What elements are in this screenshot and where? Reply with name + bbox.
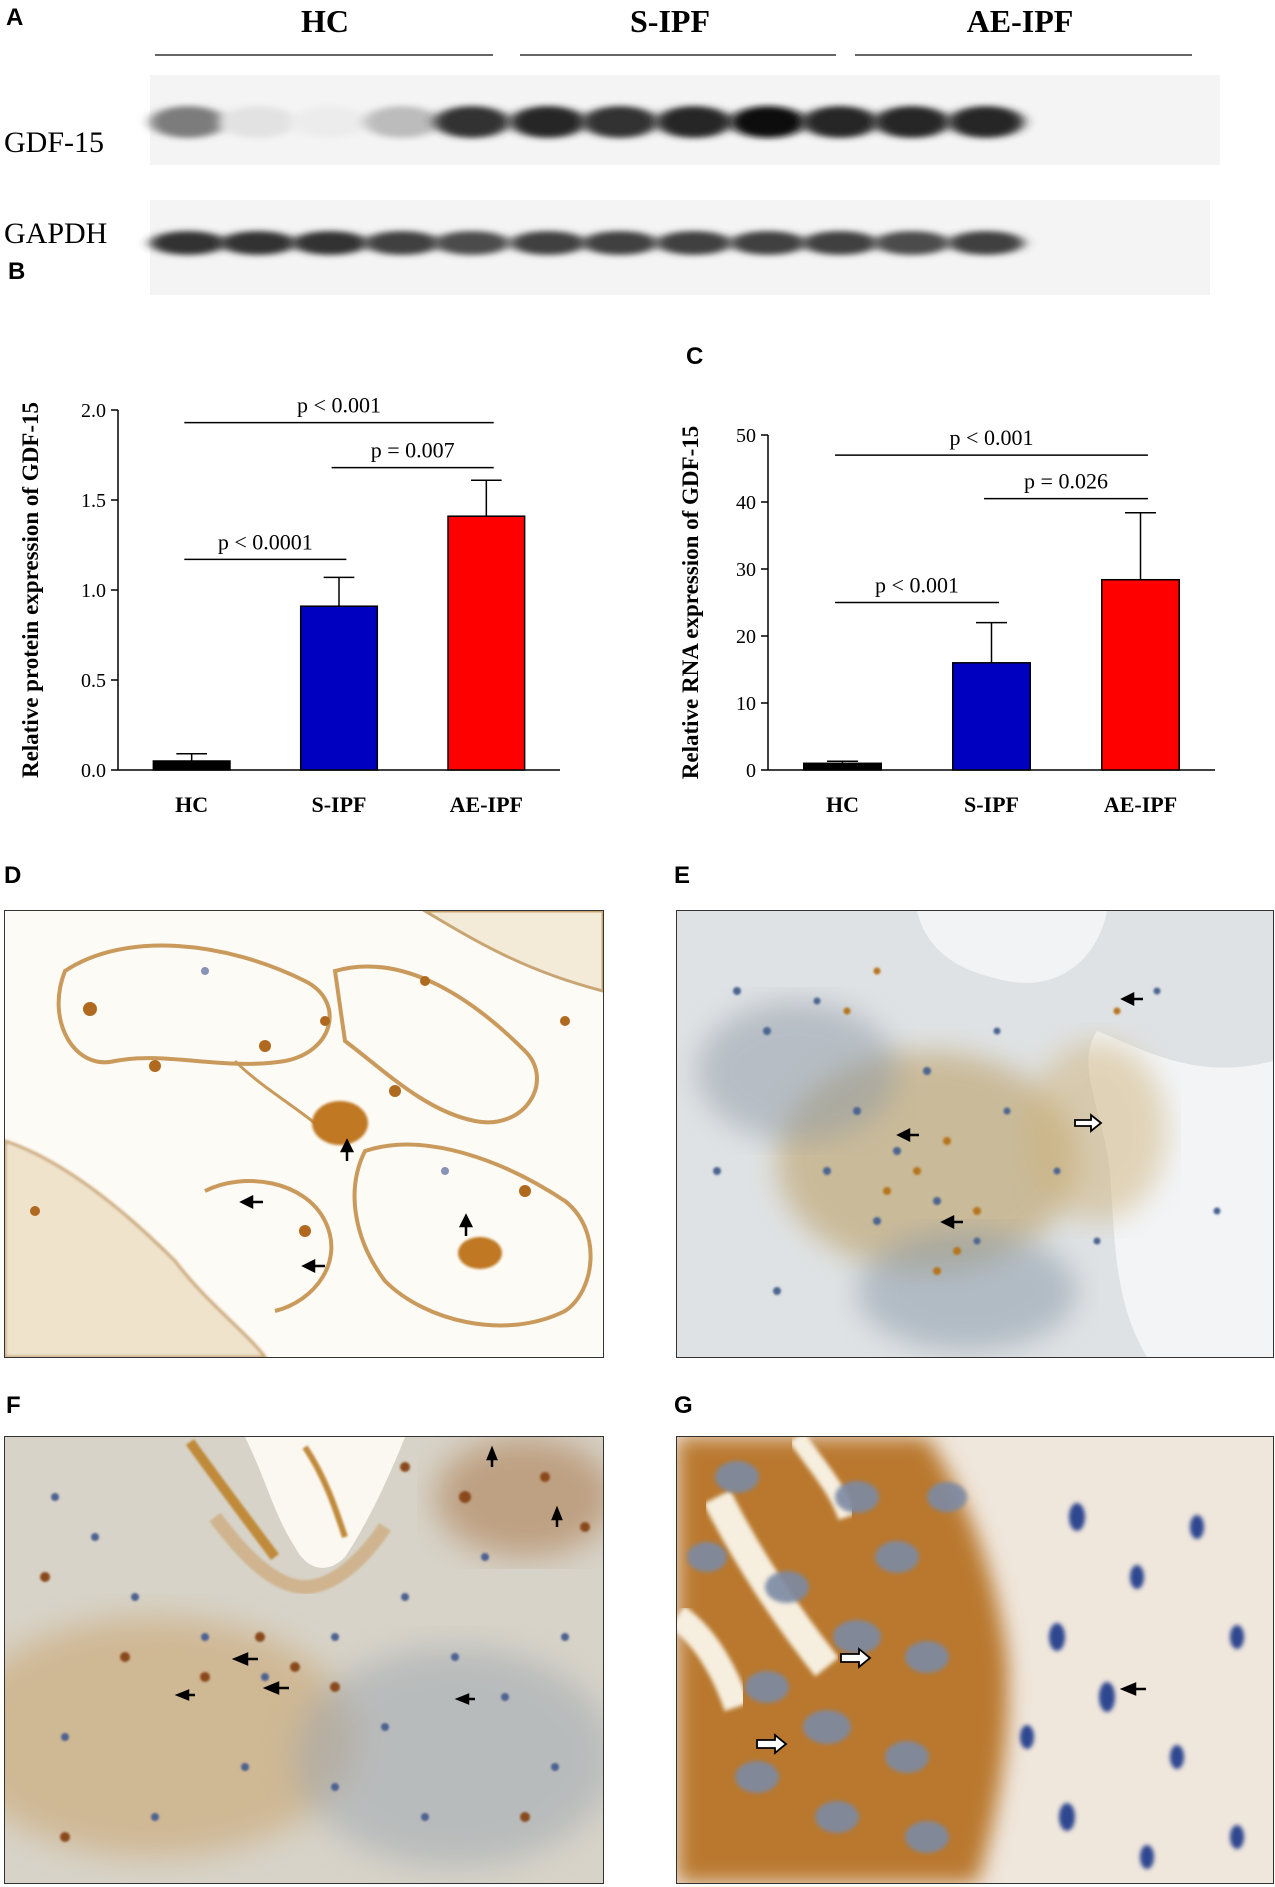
blot-band-gdf15-4 [364, 106, 440, 138]
p-value-label: p = 0.026 [1024, 469, 1108, 494]
blot-band-gapdh-2 [220, 231, 296, 255]
blot-band-gdf15-9 [730, 106, 806, 138]
x-tick-label-s-ipf: S-IPF [964, 792, 1019, 817]
y-tick-label: 2.0 [81, 400, 106, 422]
blot-band-gapdh-9 [730, 231, 806, 255]
bar-s-ipf [299, 605, 379, 771]
blot-band-gapdh-1 [150, 231, 226, 255]
blot-band-gdf15-7 [582, 106, 658, 138]
blot-band-gdf15-10 [802, 106, 878, 138]
micrograph-e [676, 910, 1274, 1358]
x-tick-label-hc: HC [826, 792, 859, 817]
micrograph-f [4, 1436, 604, 1884]
blot-band-gapdh-4 [364, 231, 440, 255]
bar-hc [152, 760, 231, 771]
panel-label-f: F [6, 1392, 21, 1419]
p-value-label: p < 0.001 [875, 573, 959, 598]
blot-band-gapdh-12 [948, 231, 1024, 255]
y-tick-label: 0.5 [81, 670, 106, 692]
bar-ae-ipf [447, 515, 526, 771]
p-value-label: p = 0.007 [371, 438, 455, 463]
panel-label-a: A [6, 4, 24, 31]
x-tick-label-hc: HC [175, 792, 208, 817]
panel-label-b: B [8, 258, 26, 285]
bar-hc [803, 762, 882, 771]
y-tick-label: 20 [736, 626, 756, 648]
rna-expression-chart: 0 10 20 30 40 50 Relative RNA expression of GD… [678, 425, 1215, 817]
blot-band-gdf15-12 [948, 106, 1024, 138]
y-tick-label: 0 [746, 760, 756, 782]
panel-label-c: C [686, 343, 704, 370]
blot-band-gdf15-5 [434, 106, 510, 138]
p-value-label: p < 0.0001 [218, 529, 313, 554]
y-axis-label: Relative RNA expression of GDF-15 [678, 426, 703, 779]
blot-band-gapdh-6 [510, 231, 586, 255]
blot-band-gdf15-1 [150, 106, 226, 138]
blot-row-label-gapdh: GAPDH [4, 217, 107, 250]
blot-band-gapdh-3 [292, 231, 368, 255]
blot-bands [150, 106, 1024, 255]
y-tick-label: 50 [736, 425, 756, 447]
blot-group-s-ipf: S-IPF [630, 3, 710, 39]
micrograph-g [676, 1436, 1274, 1884]
western-blot: HC S-IPF AE-IPF GDF-15 GAPDH [4, 3, 1220, 295]
bar-s-ipf [952, 662, 1031, 771]
panel-label-d: D [4, 862, 22, 889]
x-tick-label-ae-ipf: AE-IPF [1104, 792, 1177, 817]
blot-band-gdf15-11 [874, 106, 950, 138]
blot-band-gapdh-10 [802, 231, 878, 255]
y-tick-label: 10 [736, 693, 756, 715]
panel-label-e: E [674, 862, 691, 889]
panel-label-g: G [674, 1392, 693, 1419]
blot-band-gapdh-11 [874, 231, 950, 255]
p-value-label: p < 0.001 [297, 393, 381, 418]
blot-row-label-gdf15: GDF-15 [4, 126, 104, 159]
blot-band-gdf15-2 [220, 106, 296, 138]
blot-band-gapdh-7 [582, 231, 658, 255]
blot-band-gdf15-3 [292, 106, 368, 138]
p-value-label: p < 0.001 [950, 425, 1034, 450]
blot-group-hc: HC [301, 3, 349, 39]
y-tick-label: 40 [736, 492, 756, 514]
y-tick-label: 1.0 [81, 580, 106, 602]
blot-group-ae-ipf: AE-IPF [967, 3, 1074, 39]
x-tick-label-s-ipf: S-IPF [312, 792, 367, 817]
blot-band-gdf15-8 [656, 106, 732, 138]
blot-band-gapdh-5 [434, 231, 510, 255]
y-tick-label: 1.5 [81, 490, 106, 512]
x-tick-label-ae-ipf: AE-IPF [450, 792, 523, 817]
y-tick-label: 0.0 [81, 760, 106, 782]
y-axis-label: Relative protein expression of GDF-15 [18, 402, 43, 778]
micrograph-d [4, 910, 604, 1358]
blot-band-gapdh-8 [656, 231, 732, 255]
protein-expression-chart: 0.0 0.5 1.0 1.5 2.0 Relative protein expressi… [18, 393, 560, 817]
y-tick-label: 30 [736, 559, 756, 581]
blot-band-gdf15-6 [510, 106, 586, 138]
bar-ae-ipf [1101, 578, 1180, 771]
